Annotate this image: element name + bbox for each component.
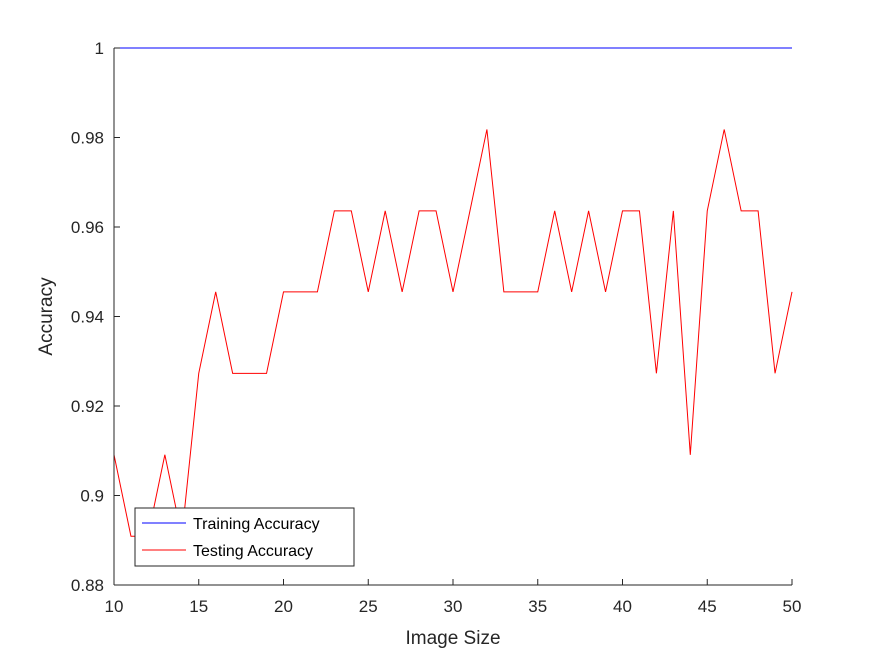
x-axis-label: Image Size: [405, 628, 500, 649]
y-tick-label: 0.98: [71, 129, 104, 148]
y-axis-label: Accuracy: [36, 277, 57, 356]
x-tick-label: 40: [613, 597, 632, 616]
y-tick-label: 0.88: [71, 576, 104, 595]
x-tick-label: 20: [274, 597, 293, 616]
legend: Training Accuracy Testing Accuracy: [134, 507, 355, 567]
x-tick-label: 10: [105, 597, 124, 616]
x-tick-label: 30: [444, 597, 463, 616]
x-tick-label: 50: [783, 597, 802, 616]
legend-label: Training Accuracy: [193, 516, 320, 533]
y-tick-label: 0.92: [71, 397, 104, 416]
plot-axes: [114, 48, 792, 585]
y-tick-label: 0.96: [71, 218, 104, 237]
legend-box: [134, 507, 355, 567]
y-tick-label: 0.9: [80, 487, 104, 506]
plot-area: [114, 48, 792, 585]
x-tick-label: 15: [189, 597, 208, 616]
x-tick-label: 35: [528, 597, 547, 616]
x-tick-label: 25: [359, 597, 378, 616]
legend-label: Testing Accuracy: [193, 543, 313, 560]
y-tick-label: 1: [95, 39, 104, 58]
y-tick-label: 0.94: [71, 308, 104, 327]
x-tick-label: 45: [698, 597, 717, 616]
series-line-testing-accuracy: [113, 129, 793, 537]
